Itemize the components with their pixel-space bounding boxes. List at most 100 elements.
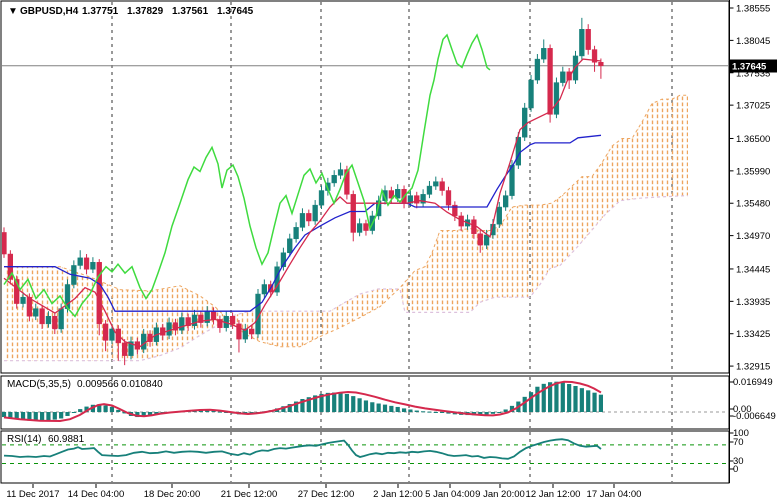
candle-body (591, 49, 598, 63)
candle-body (191, 314, 198, 327)
rsi-panel-area[interactable] (0, 430, 730, 484)
macd-label: MACD(5,35,5) (7, 379, 71, 390)
price-axis-label: 1.35480 (736, 199, 770, 210)
macd-bar (579, 388, 584, 412)
price-axis-label: 1.37535 (736, 68, 770, 79)
price-axis-label: 1.36500 (736, 134, 770, 145)
price-axis-label: 1.37025 (736, 101, 770, 112)
candle-body (477, 233, 483, 246)
macd-bar (573, 386, 578, 412)
rsi-indicator (2, 432, 728, 482)
price-axis-label: 1.38555 (736, 4, 770, 15)
ichimoku-lines (3, 33, 602, 348)
price-axis-label: 1.38045 (736, 36, 770, 47)
macd-bar (122, 412, 127, 414)
candle-body (128, 341, 134, 356)
candle-body (52, 316, 58, 330)
high-value: 1.37829 (127, 6, 164, 17)
candle-body (376, 200, 382, 217)
macd-indicator (2, 377, 728, 428)
macd-bar (78, 409, 83, 412)
candle-body (407, 195, 414, 204)
time-axis-label: 14 Dec 04:00 (68, 489, 125, 500)
candle-body (509, 164, 515, 196)
macd-bar (338, 392, 343, 412)
candle-body (331, 175, 337, 184)
candle-body (236, 323, 242, 340)
candle-body (585, 29, 591, 50)
candle-body (445, 190, 452, 206)
open-value: 1.37751 (82, 6, 119, 17)
rsi-plot (2, 438, 728, 464)
candle-body (395, 189, 401, 199)
macd-bar (141, 412, 146, 417)
candle-body (198, 314, 204, 323)
time-axis-label: 9 Jan 20:00 (475, 489, 525, 500)
candle-body (426, 185, 433, 195)
macd-bar (484, 412, 489, 415)
macd-bar (33, 412, 38, 422)
macd-main-value: 0.009566 (77, 379, 119, 390)
time-axis-label: 17 Jan 04:00 (587, 489, 642, 500)
candle-body (287, 238, 293, 254)
candle-body (217, 319, 223, 328)
macd-bar (535, 386, 540, 412)
price-axis[interactable] (730, 0, 777, 484)
macd-bar (440, 412, 445, 413)
candle-body (299, 213, 306, 228)
axis-labels: 1.38555 1.38045 1.37535 1.37025 1.36500 1.359… (6, 4, 775, 501)
chikou-line (3, 33, 491, 318)
price-axis-label: 1.34970 (736, 231, 770, 242)
macd-bar (497, 412, 502, 413)
rsi-label: RSI(14) (7, 434, 41, 445)
macd-bar (414, 410, 419, 412)
candle-body (122, 342, 128, 356)
macd-bar (427, 411, 432, 413)
candle-body (20, 296, 26, 304)
macd-bar (313, 395, 318, 412)
rsi-line (3, 438, 602, 460)
macd-bar (548, 382, 553, 412)
candle-body (109, 328, 115, 341)
current-price-text: 1.37645 (732, 62, 767, 73)
candle-body (96, 262, 102, 325)
candle-body (560, 71, 566, 83)
time-axis-label: 18 Dec 20:00 (144, 489, 201, 500)
candle-body (572, 55, 579, 81)
candle-body (598, 62, 604, 67)
candle-body (503, 195, 509, 208)
macd-bar (592, 392, 597, 412)
candle-body (179, 317, 185, 331)
candle-body (534, 58, 541, 81)
macd-bar (281, 406, 286, 412)
candle-body (566, 71, 572, 81)
rsi-header: RSI(14) 60.9881 (7, 434, 85, 445)
macd-bar (351, 396, 356, 412)
candle-body (579, 29, 585, 57)
rsi-axis-label: 0 (733, 464, 738, 475)
candle-body (166, 322, 172, 336)
candle-body (280, 252, 287, 267)
macd-bar (46, 412, 51, 421)
time-axis[interactable] (0, 484, 777, 502)
chart-menu-icon[interactable]: ▼ (8, 6, 18, 17)
macd-bar (84, 406, 89, 412)
macd-signal-line (3, 380, 602, 423)
candle-body (337, 169, 344, 176)
macd-bar (433, 412, 438, 413)
macd-axis-label: 0.00 (733, 404, 752, 415)
price-axis-label: 1.33935 (736, 297, 770, 308)
candle-body (185, 317, 191, 327)
macd-bar (211, 410, 216, 412)
macd-bar (52, 412, 57, 420)
macd-bar (509, 405, 515, 412)
candle-body (553, 82, 560, 115)
macd-bar (287, 404, 292, 412)
candle-body (26, 296, 33, 317)
macd-axis-label: 0.016949 (733, 377, 773, 388)
macd-bar (97, 404, 102, 412)
low-value: 1.37561 (172, 6, 209, 17)
candle-body (356, 223, 363, 233)
candle-body (172, 322, 179, 331)
macd-bar (408, 409, 413, 412)
